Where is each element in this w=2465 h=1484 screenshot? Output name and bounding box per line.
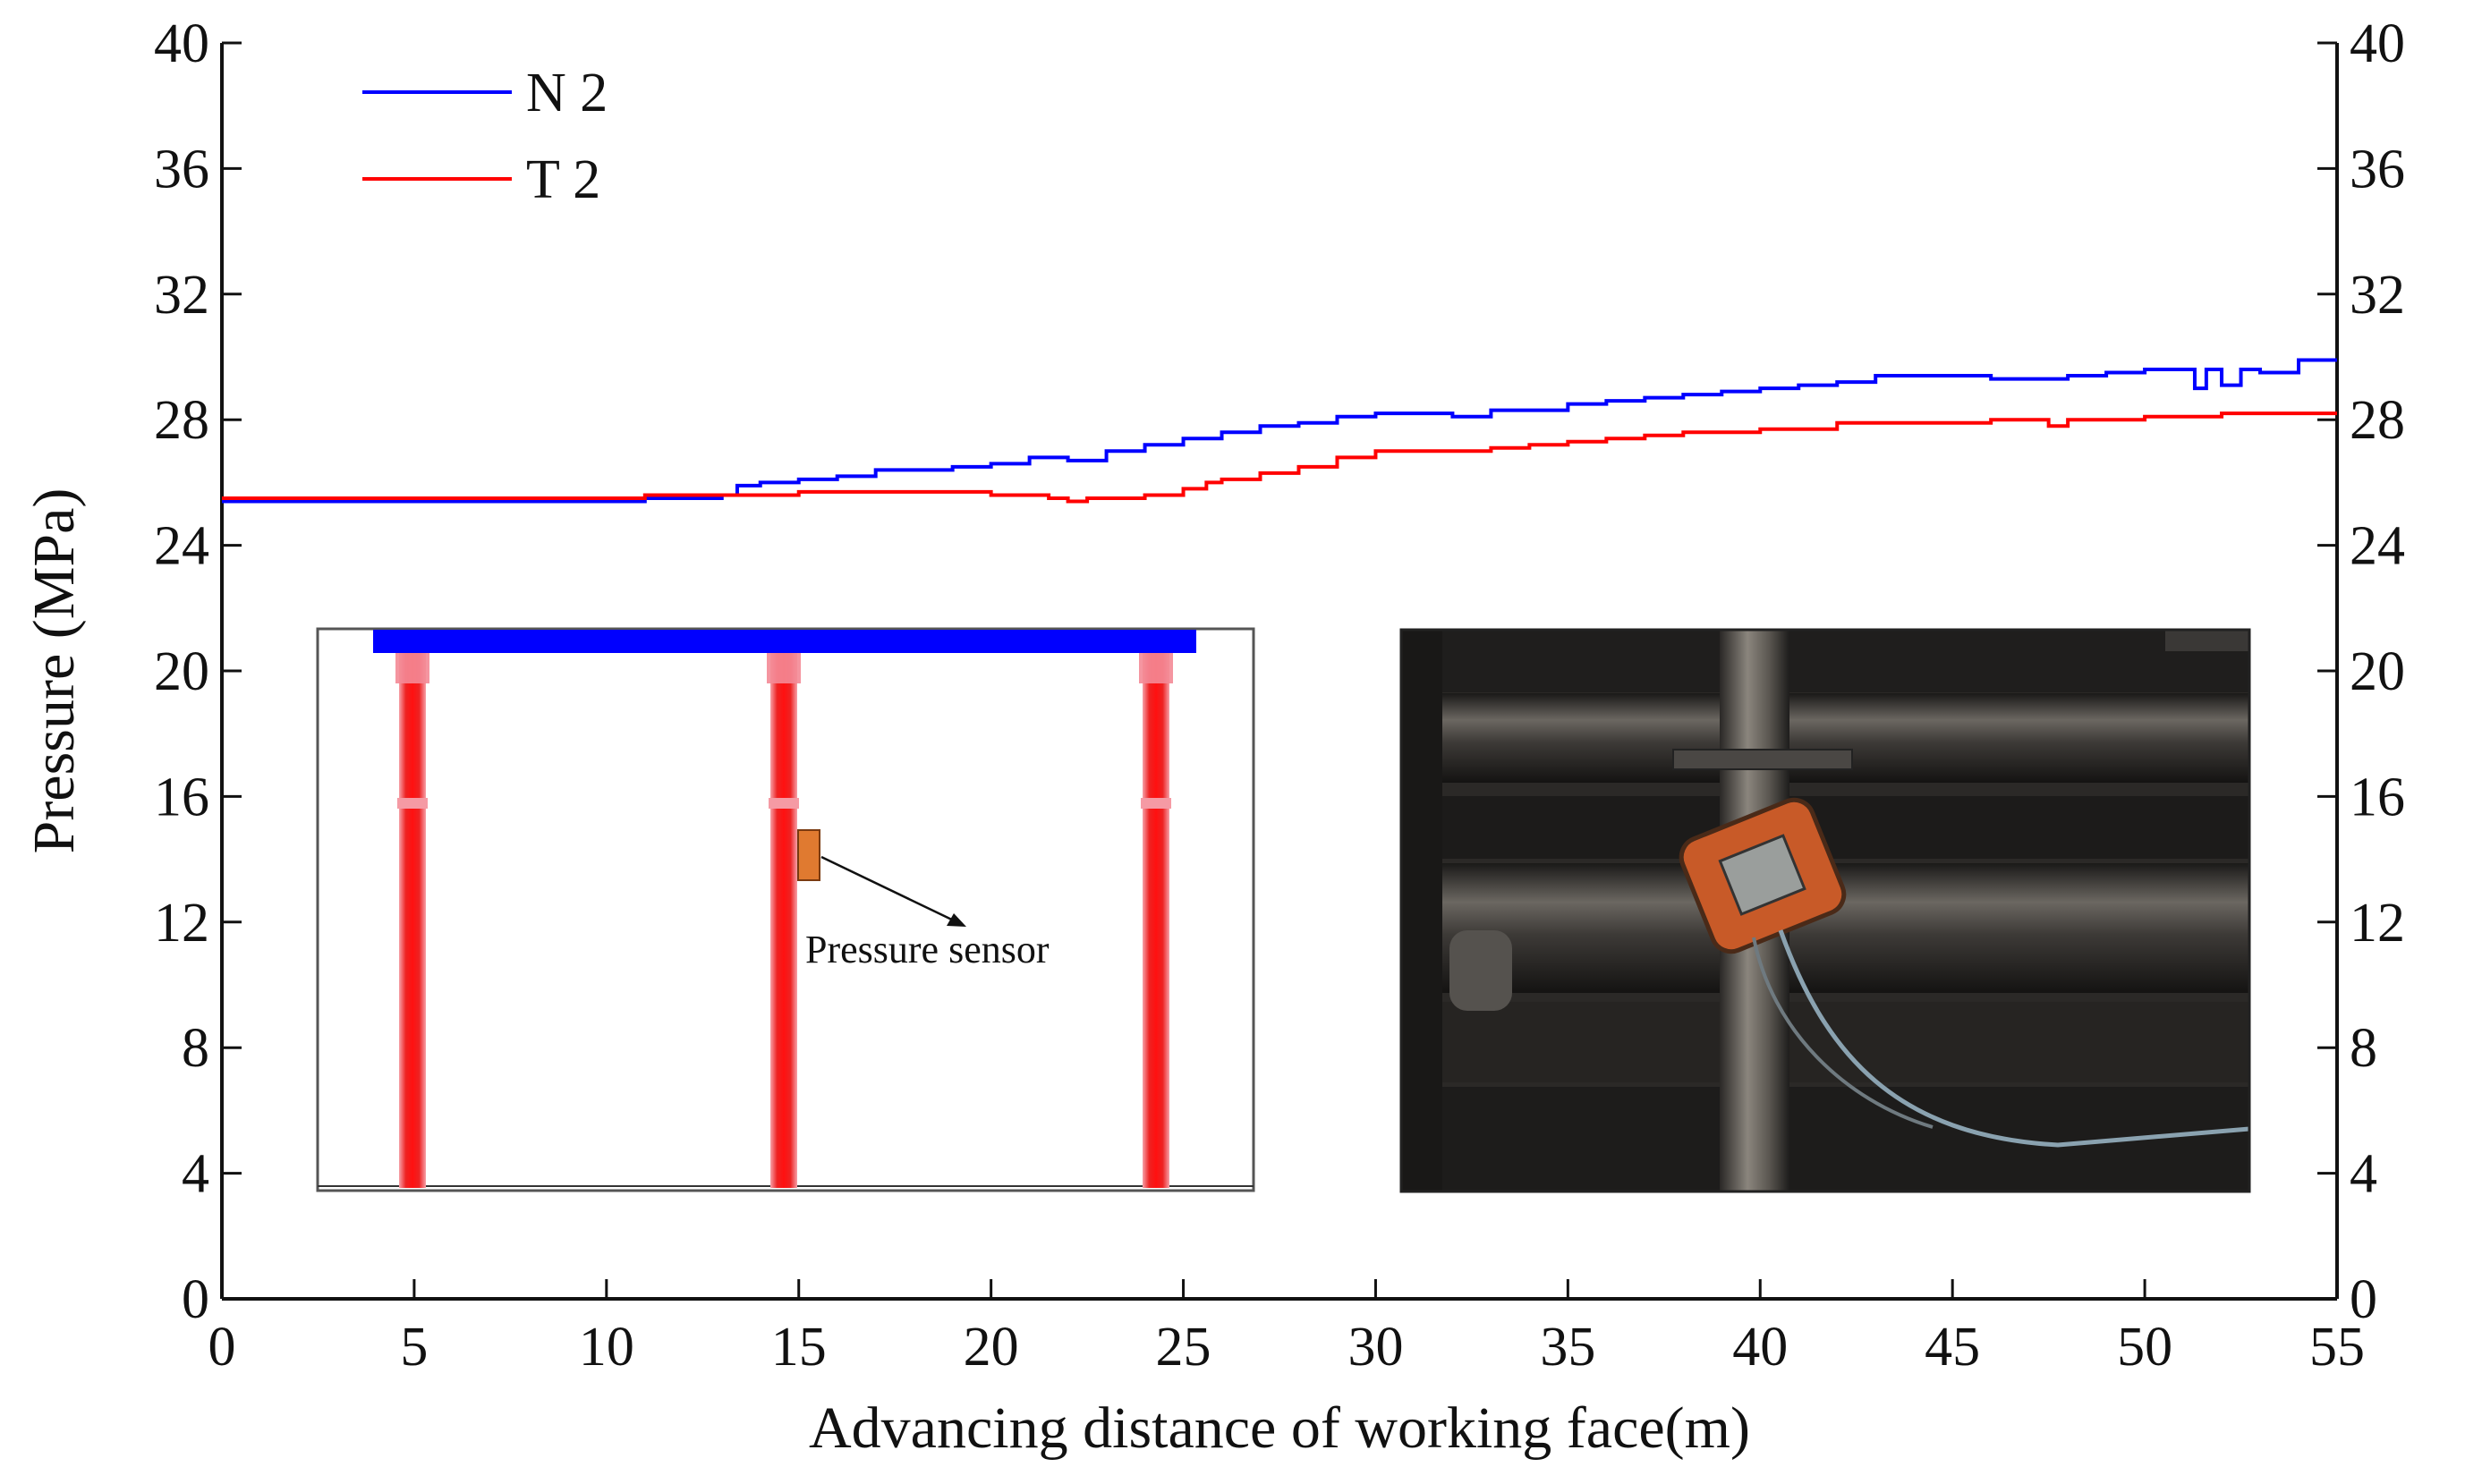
y-tick-label-left: 12 [154, 893, 209, 954]
y-tick-label-right: 20 [2350, 641, 2405, 702]
y-tick-label-left: 40 [154, 13, 209, 74]
prop-right-joint [1141, 798, 1171, 809]
y-tick-label-right: 40 [2350, 13, 2405, 74]
pressure-sensor-box [797, 829, 820, 881]
legend-label-t2: T 2 [526, 149, 600, 210]
prop-middle-head [767, 651, 801, 683]
photo-frame [1399, 628, 2251, 1193]
prop-left-head [395, 651, 429, 683]
y-tick-label-left: 20 [154, 641, 209, 702]
y-tick-label-left: 28 [154, 390, 209, 451]
y-tick-label-left: 24 [154, 516, 209, 577]
x-tick-label: 40 [1732, 1317, 1788, 1378]
y-tick-label-left: 36 [154, 139, 209, 199]
x-tick-label: 30 [1347, 1317, 1403, 1378]
x-tick-label: 50 [2117, 1317, 2172, 1378]
inset-sensor-photo [1399, 628, 2251, 1193]
x-tick-label: 55 [2309, 1317, 2365, 1378]
y-tick-label-left: 4 [182, 1144, 209, 1205]
series-line-n2 [222, 358, 2337, 504]
sensor-pointer-arrowhead [947, 913, 966, 927]
prop-middle-joint [769, 798, 799, 809]
y-tick-label-left: 16 [154, 767, 209, 827]
x-tick-label: 10 [579, 1317, 634, 1378]
y-tick-label-left: 0 [182, 1269, 209, 1330]
series-layer [222, 358, 2337, 504]
prop-right [1143, 651, 1169, 1188]
y-tick-label-right: 12 [2350, 893, 2405, 954]
x-tick-label: 5 [400, 1317, 428, 1378]
x-tick-label: 45 [1925, 1317, 1980, 1378]
y-tick-label-right: 0 [2350, 1269, 2377, 1330]
prop-left [399, 651, 426, 1188]
y-tick-label-right: 16 [2350, 767, 2405, 827]
y-tick-label-right: 8 [2350, 1018, 2377, 1079]
y-tick-label-right: 32 [2350, 265, 2405, 326]
y-tick-label-right: 36 [2350, 139, 2405, 199]
legend: N 2 T 2 [362, 63, 608, 210]
y-tick-label-right: 4 [2350, 1144, 2377, 1205]
prop-middle [770, 651, 797, 1188]
x-tick-label: 25 [1156, 1317, 1211, 1378]
legend-label-n2: N 2 [526, 63, 608, 123]
sensor-pointer-arrow [820, 855, 960, 925]
y-tick-label-left: 8 [182, 1018, 209, 1079]
y-axis-title: Pressure (MPa) [21, 488, 87, 854]
inset-support-diagram: Pressure sensor [316, 627, 1255, 1192]
x-axis-title: Advancing distance of working face(m) [809, 1395, 1750, 1461]
prop-left-joint [397, 798, 428, 809]
x-tick-label: 15 [771, 1317, 827, 1378]
y-tick-label-right: 24 [2350, 516, 2405, 577]
x-tick-label: 20 [964, 1317, 1019, 1378]
series-line-t2 [222, 411, 2337, 504]
roof-beam [373, 630, 1196, 653]
y-tick-label-right: 28 [2350, 390, 2405, 451]
y-tick-label-left: 32 [154, 265, 209, 326]
prop-right-head [1139, 651, 1173, 683]
pressure-sensor-label: Pressure sensor [805, 928, 1050, 971]
x-tick-label: 35 [1540, 1317, 1595, 1378]
x-tick-label: 0 [208, 1317, 236, 1378]
